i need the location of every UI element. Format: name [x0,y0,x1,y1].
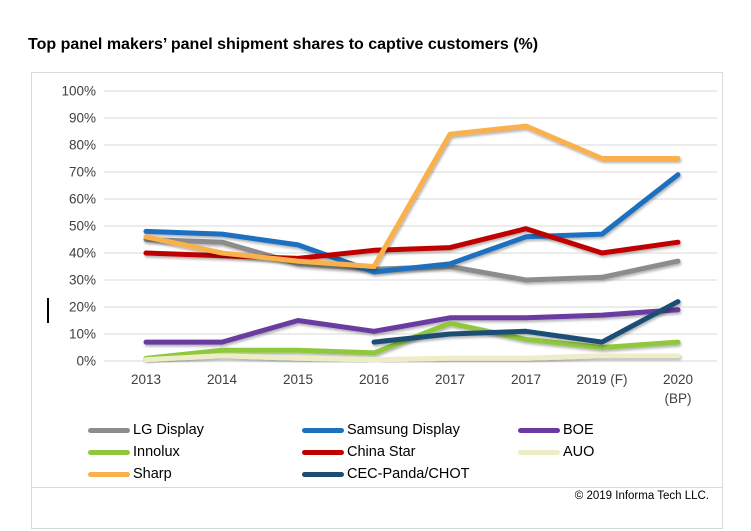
legend-label-lg-display: LG Display [133,422,204,438]
legend-marker-lg-display [88,427,130,433]
legend-item-boe: BOE [518,422,688,438]
series-line-samsung-display [143,172,681,275]
footer-divider [31,487,723,488]
legend-item-lg-display: LG Display [88,422,302,438]
legend-marker-innolux [88,449,130,455]
chart-frame [31,72,723,529]
series-line-auo [143,353,681,363]
legend-item-auo: AUO [518,444,688,460]
y-tick-label: 70% [69,165,96,180]
legend-marker-cec-panda-chot [302,471,344,477]
stray-text-cursor-artifact [47,298,49,323]
legend-label-innolux: Innolux [133,444,180,460]
series-line-sharp [143,123,681,269]
legend-marker-auo [518,449,560,455]
x-tick-label-2019-f: 2019 (F) [576,372,627,387]
y-tick-label: 20% [69,300,96,315]
y-tick-label: 0% [76,354,96,369]
legend-item-cec-panda-chot: CEC-Panda/CHOT [302,466,518,482]
y-tick-label: 90% [69,111,96,126]
x-tick-label-2013: 2013 [131,372,161,387]
chart-title: Top panel makers’ panel shipment shares … [28,36,539,53]
legend-marker-boe [518,427,560,433]
y-tick-label: 30% [69,273,96,288]
legend-marker-sharp [88,471,130,477]
x-tick-label-2015: 2015 [283,372,313,387]
series-line-lg-display [143,237,681,283]
legend-label-china-star: China Star [347,444,416,460]
y-tick-label: 100% [61,84,96,99]
x-tick-label-2014: 2014 [207,372,238,387]
legend-label-boe: BOE [563,422,594,438]
y-tick-label: 10% [69,327,96,342]
x-tick-label-2017: 2017 [435,372,465,387]
legend-item-china-star: China Star [302,444,518,460]
legend-item-samsung-display: Samsung Display [302,422,518,438]
chart-legend: LG Display Samsung Display BOE Innolux China… [88,419,698,485]
legend-label-cec-panda-chot: CEC-Panda/CHOT [347,466,470,482]
legend-item-innolux: Innolux [88,444,302,460]
legend-item-sharp: Sharp [88,466,302,482]
x-tick-label-2020-bp: 2020 (BP) [663,372,693,406]
legend-label-samsung-display: Samsung Display [347,422,460,438]
y-tick-label: 80% [69,138,96,153]
x-tick-label-2016: 2016 [359,372,389,387]
legend-label-auo: AUO [563,444,595,460]
x-tick-label-2017: 2017 [511,372,541,387]
series-line-cec-panda-chot [371,299,681,345]
legend-marker-china-star [302,449,344,455]
legend-label-sharp: Sharp [133,466,172,482]
y-tick-label: 50% [69,219,96,234]
y-tick-label: 40% [69,246,96,261]
series-line-boe [143,307,681,345]
legend-marker-samsung-display [302,427,344,433]
copyright-text: © 2019 Informa Tech LLC. [574,490,709,502]
y-tick-label: 60% [69,192,96,207]
